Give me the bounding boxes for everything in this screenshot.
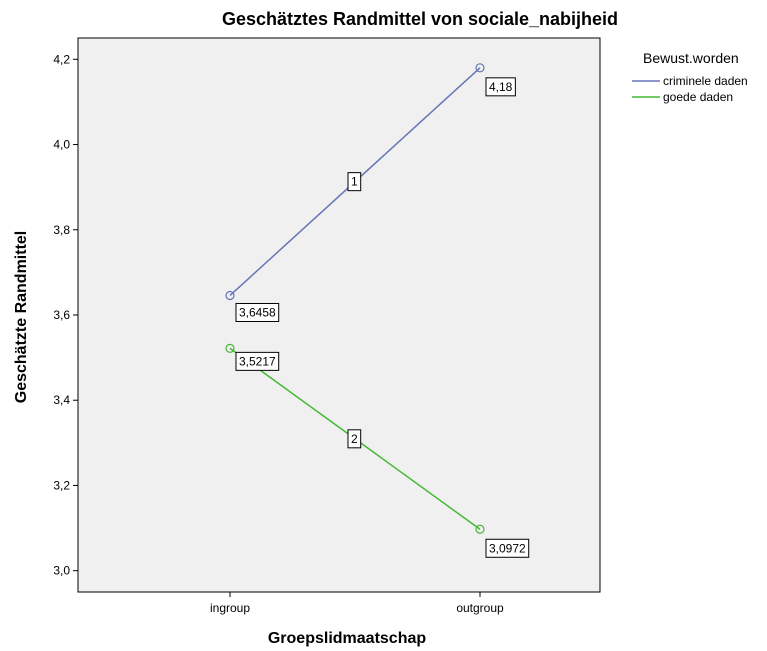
series-id-label-box <box>347 429 362 449</box>
data-point <box>225 290 235 301</box>
data-label-box <box>485 538 530 558</box>
legend-label: goede daden <box>663 90 733 104</box>
legend: Bewust.worden criminele daden goede daden <box>632 50 748 104</box>
x-axis: ingroup outgroup <box>210 592 504 615</box>
series-id-label: 2 <box>347 429 362 449</box>
legend-label: criminele daden <box>663 74 748 88</box>
series-id-label: 1 <box>347 172 362 192</box>
y-tick-label: 3,0 <box>53 564 70 578</box>
y-axis: 3,0 3,2 3,4 3,6 3,8 4,0 4,2 <box>53 52 78 578</box>
legend-title: Bewust.worden <box>643 50 739 66</box>
data-point <box>475 524 485 534</box>
series-id-label-box <box>347 172 362 192</box>
x-tick-label: outgroup <box>456 601 504 615</box>
data-label-box <box>235 302 280 322</box>
y-tick-label: 3,4 <box>53 393 70 407</box>
data-label-box <box>485 77 516 97</box>
data-label: 3,6458 <box>235 302 280 322</box>
data-point <box>475 63 485 73</box>
data-label: 3,0972 <box>485 538 530 558</box>
series-id-label-text: 2 <box>351 432 358 446</box>
y-tick-label: 3,2 <box>53 478 70 492</box>
y-tick-label: 3,8 <box>53 223 70 237</box>
y-tick-label: 3,6 <box>53 308 70 322</box>
y-axis-title: Geschätzte Randmittel <box>13 231 30 403</box>
data-label: 4,18 <box>485 77 516 97</box>
data-label-box <box>235 351 280 371</box>
series-2: 3,5217 3,0972 2 <box>225 343 530 558</box>
data-label-text: 3,0972 <box>489 541 526 555</box>
chart-title: Geschätztes Randmittel von sociale_nabij… <box>222 9 618 29</box>
y-tick-label: 4,2 <box>53 52 70 66</box>
x-axis-title: Groepslidmaatschap <box>268 630 427 647</box>
series-id-label-text: 1 <box>351 175 358 189</box>
series-layer: 3,6458 4,18 1 3,5217 3,0972 2 <box>225 63 530 558</box>
data-label-text: 3,5217 <box>239 354 276 368</box>
y-tick-label: 4,0 <box>53 138 70 152</box>
plot-area <box>77 37 601 593</box>
data-point <box>225 343 235 353</box>
data-label-text: 4,18 <box>489 80 513 94</box>
data-label-text: 3,6458 <box>239 305 276 319</box>
series-1: 3,6458 4,18 1 <box>225 63 516 322</box>
x-tick-label: ingroup <box>210 601 250 615</box>
data-label: 3,5217 <box>235 351 280 371</box>
